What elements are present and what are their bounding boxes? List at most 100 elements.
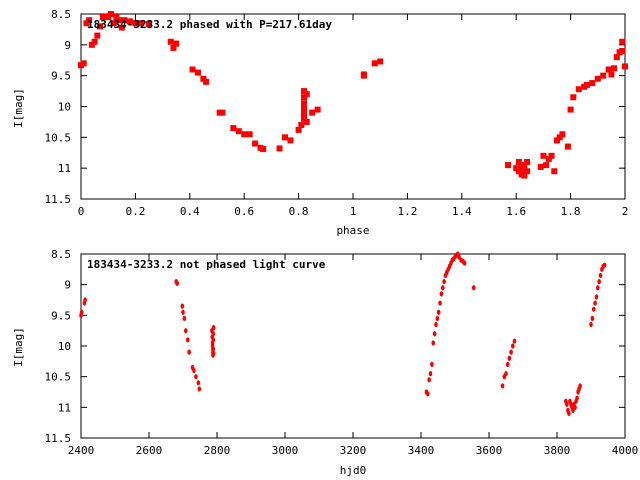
x-tick-label: 2800: [204, 444, 231, 457]
data-point: [94, 32, 101, 39]
data-point: [301, 115, 308, 122]
data-point: [196, 380, 201, 386]
data-point: [118, 24, 125, 31]
data-point: [175, 280, 180, 287]
y-tick-label: 9.5: [51, 309, 71, 322]
data-point: [197, 386, 202, 392]
data-point: [301, 100, 308, 107]
y-tick-label: 10.5: [45, 131, 72, 144]
data-point: [107, 11, 114, 17]
data-point: [80, 60, 87, 67]
data-point: [591, 306, 596, 312]
y-tick-label: 10: [58, 101, 71, 114]
data-point: [524, 168, 531, 175]
data-point: [132, 20, 139, 27]
data-point: [360, 72, 367, 79]
x-tick-label: 0: [78, 205, 85, 218]
data-point: [88, 41, 95, 48]
data-point: [524, 159, 531, 165]
x-tick-label: 1.6: [506, 205, 526, 218]
data-point: [597, 279, 601, 285]
data-point: [605, 66, 612, 73]
data-point: [442, 279, 446, 285]
data-point: [192, 367, 196, 374]
data-point: [260, 146, 267, 153]
data-point: [512, 338, 517, 344]
data-point: [570, 94, 577, 101]
data-point: [540, 152, 547, 159]
y-tick-label: 10: [58, 340, 71, 353]
data-point: [559, 131, 566, 138]
y-tick-label: 9: [64, 279, 71, 292]
data-point: [515, 168, 522, 175]
plot-frame: [80, 253, 626, 439]
data-point: [301, 94, 308, 101]
data-point: [578, 383, 582, 389]
data-point: [600, 72, 607, 79]
y-tick-label: 11.5: [45, 432, 72, 445]
data-point: [183, 328, 188, 334]
data-point: [295, 126, 302, 133]
x-tick-label: 1.4: [452, 205, 472, 218]
plot-title: 183434-3233.2 phased with P=217.61day: [87, 18, 332, 31]
data-point: [230, 125, 237, 132]
data-point: [91, 38, 98, 45]
data-point: [593, 300, 597, 306]
data-point: [551, 168, 558, 175]
data-point: [137, 20, 144, 27]
y-tick-label: 8.5: [51, 248, 71, 261]
data-point: [252, 140, 259, 147]
data-point: [246, 131, 253, 138]
x-tick-label: 2400: [68, 444, 95, 457]
data-point: [83, 297, 87, 303]
data-point: [589, 321, 593, 328]
data-point: [554, 137, 560, 144]
y-tick-label: 11: [58, 162, 71, 175]
data-point: [97, 23, 104, 30]
data-point: [211, 337, 216, 343]
x-tick-label: 2600: [136, 444, 163, 457]
data-point: [545, 155, 552, 162]
data-point: [608, 71, 615, 78]
data-point: [611, 65, 618, 72]
data-point: [282, 134, 288, 141]
data-point: [181, 309, 185, 315]
data-point: [432, 331, 437, 337]
data-point: [426, 391, 430, 397]
y-tick-label: 11: [58, 401, 71, 414]
y-axis-label: I[mag]: [12, 88, 25, 128]
data-point: [511, 343, 515, 349]
data-point: [173, 40, 180, 47]
data-point: [513, 165, 520, 172]
data-point: [436, 309, 441, 315]
plot-frame: [80, 13, 626, 200]
data-point: [598, 272, 603, 279]
data-point: [219, 109, 226, 116]
y-tick-label: 8.5: [51, 8, 71, 21]
data-point: [431, 340, 436, 346]
data-point: [427, 377, 431, 383]
x-tick-label: 3000: [272, 444, 299, 457]
data-point: [602, 262, 607, 268]
data-point: [583, 81, 590, 88]
y-tick-label: 9: [64, 39, 71, 52]
data-point: [298, 122, 305, 128]
data-point: [180, 303, 185, 309]
data-point: [182, 315, 187, 321]
x-tick-label: 1: [350, 205, 357, 218]
data-point: [203, 78, 210, 85]
data-point: [301, 103, 308, 110]
data-point: [79, 309, 84, 315]
data-point: [537, 163, 544, 170]
data-point: [377, 58, 384, 65]
data-point: [507, 355, 512, 361]
data-point: [189, 66, 196, 73]
x-tick-label: 1.8: [561, 205, 581, 218]
data-point: [194, 374, 198, 380]
data-point: [564, 143, 571, 150]
data-point: [619, 48, 626, 54]
data-point: [211, 331, 216, 337]
x-axis-label: hjd0: [340, 464, 367, 477]
x-tick-label: 0.8: [289, 205, 309, 218]
